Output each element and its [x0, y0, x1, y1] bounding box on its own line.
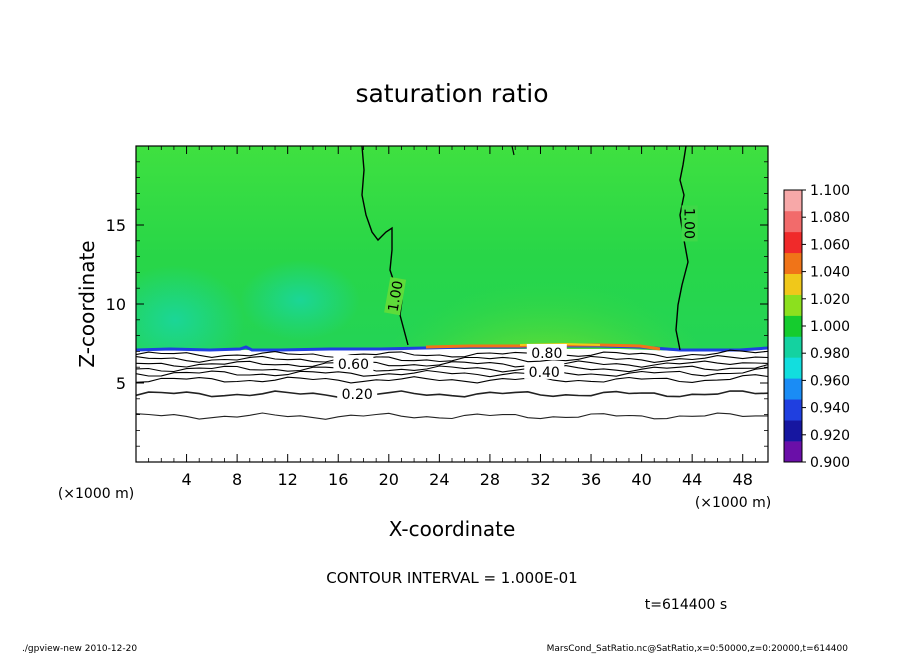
- contour-label-bg: [524, 362, 565, 379]
- contour-line: [136, 412, 768, 420]
- x-tick-label: 28: [480, 470, 500, 489]
- contour-line: [136, 390, 768, 399]
- contour-line: [136, 363, 768, 373]
- lower-contours: [136, 349, 768, 420]
- y-axis: 5 10 15: [106, 161, 768, 447]
- colorbar-swatch: [784, 231, 802, 254]
- x-tick-label: 24: [429, 470, 449, 489]
- contour-label-bg: [384, 276, 407, 316]
- x-tick-label: 32: [530, 470, 550, 489]
- plot-area: [136, 146, 768, 462]
- contour-label: 1.00: [386, 280, 407, 313]
- field-cool-patch: [136, 265, 245, 375]
- x-axis-label: X-coordinate: [389, 517, 516, 541]
- chart-title: saturation ratio: [355, 79, 548, 108]
- colorbar-swatch: [784, 378, 802, 400]
- colorbar-swatch: [784, 252, 802, 274]
- footer-left: ./gpview-new 2010-12-20: [22, 644, 137, 654]
- y-tick-label: 10: [106, 295, 126, 314]
- contour-label: 0.20: [342, 387, 373, 403]
- x-tick-label: 12: [278, 470, 298, 489]
- colorbar-swatch: [784, 210, 802, 233]
- colorbar-label: 1.020: [810, 292, 850, 308]
- x-tick-label: 44: [682, 470, 702, 489]
- x-tick-label: 16: [328, 470, 348, 489]
- colorbar-label: 1.080: [810, 210, 850, 226]
- colorbar-swatch: [784, 315, 802, 337]
- colorbar-label: 1.100: [810, 183, 850, 199]
- colorbar-swatch: [784, 190, 802, 212]
- contour-line: [136, 355, 768, 363]
- contour-label-bg: [681, 205, 698, 242]
- y-tick-label: 5: [116, 374, 126, 393]
- x-tick-label: 20: [379, 470, 399, 489]
- colorbar-label: 0.980: [810, 346, 850, 362]
- colorbar-label: 1.040: [810, 265, 850, 281]
- colorbar-swatch: [784, 273, 802, 295]
- colorbar-swatch: [784, 399, 802, 421]
- contour-label: 0.60: [338, 357, 369, 373]
- colorbar-swatch: [784, 336, 802, 358]
- colorbar-label: 0.900: [810, 455, 850, 471]
- x-tick-label: 8: [232, 470, 242, 489]
- colorbar-swatch: [784, 294, 802, 316]
- colorbar: 0.900 0.920 0.940 0.960 0.980 1.000 1.020 1.040…: [783, 183, 850, 471]
- x-tick-label: 40: [631, 470, 651, 489]
- colorbar-label: 0.960: [810, 373, 850, 389]
- contour-line: [136, 349, 768, 359]
- x-tick-label: 36: [581, 470, 601, 489]
- x-tick-label: 4: [181, 470, 191, 489]
- colorbar-label: 1.060: [810, 237, 850, 253]
- contour-interval-text: CONTOUR INTERVAL = 1.000E-01: [326, 569, 577, 587]
- contour-label: 1.00: [681, 208, 697, 239]
- y-tick-label: 15: [106, 216, 126, 235]
- colorbar-swatch: [784, 357, 802, 379]
- x-tick-label: 48: [733, 470, 753, 489]
- field-cool-patch: [240, 260, 360, 340]
- contour-line: [136, 367, 768, 378]
- contour-line-1.00: [511, 146, 515, 156]
- contour-label-bg: [337, 385, 378, 402]
- colorbar-label: 1.000: [810, 319, 850, 335]
- y-axis-label: Z-coordinate: [75, 240, 99, 367]
- contour-line: [136, 360, 768, 368]
- contour-line: [136, 374, 768, 384]
- contour-label: 0.40: [529, 365, 560, 381]
- x-unit-note-left: (×1000 m): [58, 486, 134, 502]
- x-axis: 4 8 12 16 20 24 28 32 36 40 44 48: [148, 146, 756, 489]
- footer-right: MarsCond_SatRatio.nc@SatRatio,x=0:50000,…: [547, 644, 849, 654]
- colorbar-swatch: [784, 420, 802, 442]
- colorbar-label: 0.940: [810, 401, 850, 417]
- colorbar-swatch: [784, 441, 802, 463]
- colorbar-label: 0.920: [810, 428, 850, 444]
- contour-label-bg: [526, 343, 567, 360]
- contour-labels: 1.00 1.00 0.80 0.60 0.40 0.20: [333, 205, 698, 403]
- contour-label-bg: [333, 355, 374, 372]
- time-text: t=614400 s: [645, 597, 727, 613]
- x-unit-note-right: (×1000 m): [695, 495, 771, 511]
- contour-label: 0.80: [531, 346, 562, 362]
